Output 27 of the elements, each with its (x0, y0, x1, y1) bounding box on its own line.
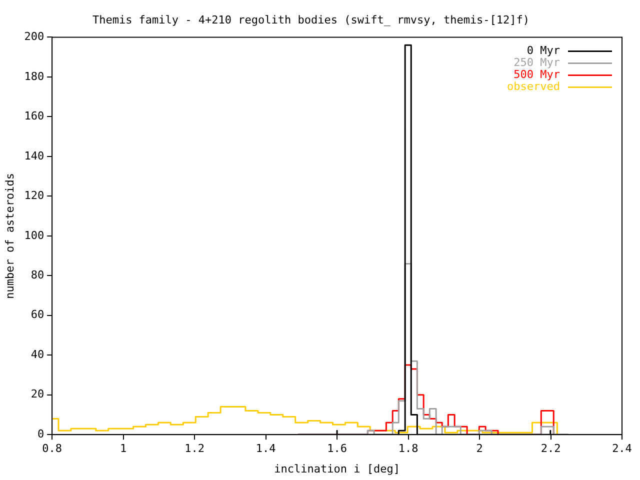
y-tick-label: 180 (24, 70, 44, 83)
x-tick-label: 2 (476, 442, 483, 456)
x-tick-label: 1.2 (184, 442, 204, 456)
y-axis-title: number of asteroids (3, 172, 16, 299)
x-tick-label: 1.6 (327, 442, 347, 456)
y-tick-label: 120 (24, 189, 44, 202)
y-tick-label: 0 (37, 427, 44, 440)
legend-label: observed (507, 80, 560, 94)
y-tick-label: 60 (30, 308, 44, 322)
x-axis-title: inclination i [deg] (274, 462, 400, 476)
legend-label: 500 Myr (514, 68, 560, 82)
y-tick-label: 140 (24, 149, 44, 162)
legend-label: 250 Myr (514, 56, 560, 70)
y-tick-label: 200 (24, 30, 44, 44)
y-tick-label: 100 (24, 228, 44, 242)
x-tick-label: 1.4 (256, 442, 276, 456)
y-tick-label: 80 (30, 268, 44, 282)
legend-label: 0 Myr (526, 44, 560, 58)
chart-title: Themis family - 4+210 regolith bodies (swift_ rmvsy, themis-[12]f) (92, 13, 530, 26)
y-tick-label: 160 (24, 110, 44, 123)
x-tick-label: 2.2 (540, 442, 561, 456)
y-tick-label: 40 (30, 348, 44, 361)
x-tick-label: 1.8 (398, 442, 418, 456)
x-tick-label: 1 (120, 442, 127, 456)
x-tick-label: 0.8 (42, 442, 62, 456)
y-tick-label: 20 (30, 388, 44, 401)
x-tick-label: 2.4 (612, 442, 632, 456)
